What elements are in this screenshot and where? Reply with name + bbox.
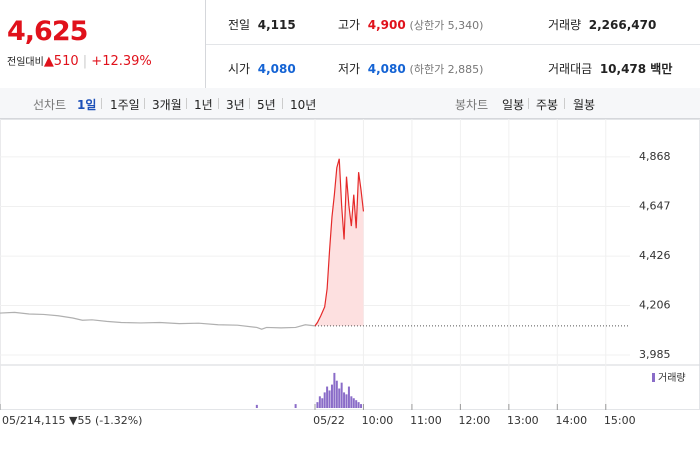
volume-bar: [255, 404, 258, 408]
quote-header: 4,625 전일대비▲510 | +12.39% 전일 4,115 고가 4,9…: [0, 0, 700, 89]
volume-bar: [352, 398, 355, 408]
stat-label: 거래대금: [548, 62, 593, 76]
x-tick-label: 15:00: [604, 414, 636, 427]
stat-value: 10,478 백만: [599, 62, 673, 76]
stat: 저가 4,080 (하한가 2,885): [338, 60, 483, 77]
tab[interactable]: 1일: [77, 98, 97, 112]
x-tick-label: 05/21: [2, 414, 34, 427]
y-tick-label: 4,206: [639, 298, 671, 311]
tab[interactable]: 선차트: [33, 98, 67, 112]
tab[interactable]: 3년: [226, 98, 245, 112]
volume-bar: [357, 402, 360, 408]
tab-bar: 선차트 1일 1주일 3개월 1년 3년 5년 10년 봉차트 일봉 주봉 월봉: [0, 88, 700, 119]
change-pct: +12.39%: [91, 54, 152, 69]
change: 전일대비▲510 | +12.39%: [7, 54, 152, 69]
price-line: [314, 158, 365, 327]
stat-value: 2,266,470: [588, 18, 657, 32]
tab[interactable]: 1년: [194, 98, 213, 112]
stat: 거래량 2,266,470: [548, 16, 656, 33]
tab[interactable]: 3개월: [152, 98, 182, 112]
price-line: [0, 311, 316, 330]
volume-bar: [330, 384, 333, 408]
stat: 전일 4,115: [228, 16, 296, 33]
x-tick-label: 05/22: [313, 414, 345, 427]
y-tick-label: 4,647: [639, 200, 671, 213]
volume-bar: [323, 392, 326, 408]
tab-divider: [186, 98, 187, 109]
tab-divider: [564, 98, 565, 109]
tab[interactable]: 봉차트: [455, 98, 489, 112]
stat-value: 4,900: [367, 18, 406, 32]
volume-bar: [338, 388, 341, 408]
volume-bar: [328, 390, 331, 408]
volume-bar: [294, 404, 297, 408]
stat-value: 4,080: [367, 62, 406, 76]
legend-swatch: [652, 373, 655, 382]
y-tick-label: 4,868: [639, 150, 671, 163]
stat: 시가 4,080: [228, 60, 296, 77]
stat-note: (하한가 2,885): [409, 63, 484, 76]
stat-label: 고가: [338, 18, 361, 32]
volume-bar: [335, 380, 338, 408]
x-tick-label: 14:00: [555, 414, 587, 427]
stat-label: 거래량: [548, 18, 582, 32]
tab-divider: [282, 98, 283, 109]
tab-divider: [249, 98, 250, 109]
tab-divider: [218, 98, 219, 109]
x-tick-label: 11:00: [410, 414, 442, 427]
price-box: 4,625 전일대비▲510 | +12.39%: [0, 0, 206, 88]
area: [315, 158, 364, 326]
tab[interactable]: 1주일: [110, 98, 140, 112]
stat-note: (상한가 5,340): [409, 19, 484, 32]
separator: [206, 44, 700, 45]
stat-label: 전일: [228, 18, 251, 32]
tab[interactable]: 일봉: [502, 98, 525, 112]
price: 4,625: [7, 16, 88, 47]
stat-label: 저가: [338, 62, 361, 76]
volume-bar: [360, 404, 363, 408]
volume-bar: [318, 396, 321, 408]
volume-bar: [321, 398, 324, 408]
volume-bar: [316, 402, 319, 408]
tab-divider: [101, 98, 102, 109]
y-tick-label: 4,426: [639, 249, 671, 262]
tab[interactable]: 월봉: [573, 98, 596, 112]
stat-value: 4,080: [257, 62, 296, 76]
volume-bar: [340, 382, 343, 408]
volume-bar: [350, 396, 353, 408]
volume-bar: [347, 386, 350, 408]
stat-value: 4,115: [257, 18, 296, 32]
stat: 고가 4,900 (상한가 5,340): [338, 16, 483, 33]
chart: 4,868 4,647 4,426 4,206 3,985 05/21 05/22 10:00…: [0, 119, 700, 427]
volume-bar: [326, 386, 329, 408]
x-tick-label: 10:00: [362, 414, 394, 427]
prev-info: 4,115 ▼55 (-1.32%): [34, 414, 142, 427]
volume-bar: [343, 392, 346, 408]
x-tick-label: 12:00: [459, 414, 491, 427]
stat-label: 시가: [228, 62, 251, 76]
legend-label: 거래량: [658, 372, 686, 384]
tab[interactable]: 10년: [290, 98, 317, 112]
tab[interactable]: 5년: [257, 98, 276, 112]
volume-bar: [345, 394, 348, 408]
stat: 거래대금 10,478 백만: [548, 60, 672, 77]
change-value: ▲510: [43, 54, 79, 69]
x-tick-label: 13:00: [507, 414, 539, 427]
tab-divider: [528, 98, 529, 109]
tab-divider: [144, 98, 145, 109]
y-tick-label: 3,985: [639, 348, 671, 361]
change-label: 전일대비: [7, 57, 44, 68]
volume-bar: [355, 400, 358, 408]
volume-bar: [333, 372, 336, 408]
tab[interactable]: 주봉: [536, 98, 559, 112]
